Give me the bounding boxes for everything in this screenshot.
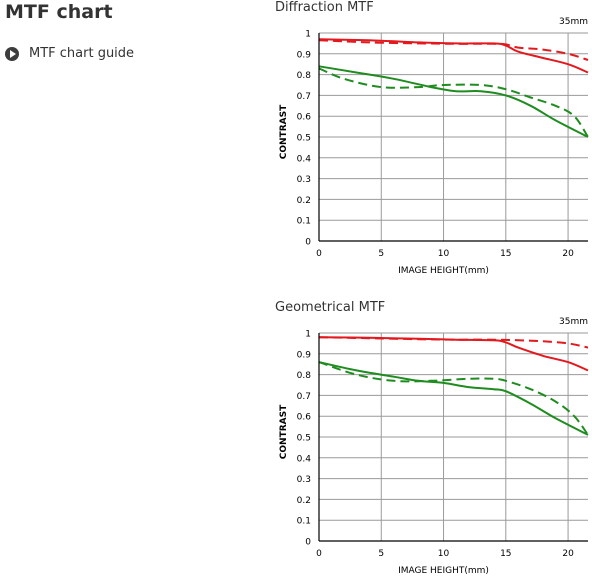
x-tick-label: 20 — [562, 549, 574, 559]
y-tick-label: 0 — [305, 538, 311, 548]
y-tick-label: 0.7 — [297, 92, 311, 102]
series-line-1 — [318, 39, 589, 61]
y-tick-label: 0.1 — [297, 517, 311, 527]
y-tick-label: 0.6 — [297, 413, 312, 423]
x-axis-label: IMAGE HEIGHT(mm) — [398, 266, 489, 276]
y-tick-label: 0.3 — [297, 175, 311, 185]
geometrical-mtf-chart: Geometrical MTF 0 0.1 0.2 0.3 0.4 0.5 0.6 0.7 0.… — [270, 300, 592, 584]
y-tick-label: 0.2 — [297, 196, 311, 206]
y-tick-label: 0.4 — [297, 454, 312, 464]
x-tick-label: 5 — [378, 549, 384, 559]
format-label: 35mm — [559, 317, 588, 327]
page-title: MTF chart — [5, 1, 113, 23]
x-axis-label: IMAGE HEIGHT(mm) — [398, 566, 489, 576]
series-line-3 — [318, 67, 589, 138]
series-line-1 — [318, 336, 589, 349]
y-tick-label: 0.9 — [297, 50, 312, 60]
y-tick-label: 0.2 — [297, 496, 311, 506]
y-axis-label: CONTRAST — [279, 404, 289, 459]
y-tick-label: 0.1 — [297, 217, 311, 227]
x-tick-label: 20 — [562, 249, 574, 259]
y-tick-label: 0.5 — [297, 134, 311, 144]
y-tick-label: 0 — [305, 238, 311, 248]
y-tick-label: 0.4 — [297, 154, 312, 164]
diffraction-mtf-chart: Diffraction MTF 0 0.1 0.2 0.3 0.4 0.5 0.6 0.7 0.… — [270, 0, 592, 290]
y-tick-label: 0.6 — [297, 113, 312, 123]
series-line-2 — [318, 361, 589, 436]
y-tick-label: 1 — [305, 30, 311, 40]
mtf-chart-guide-link[interactable]: MTF chart guide — [5, 46, 134, 61]
x-tick-label: 15 — [500, 249, 511, 259]
x-tick-label: 0 — [316, 249, 322, 259]
y-tick-label: 1 — [305, 330, 311, 340]
series-line-3 — [318, 361, 589, 436]
chart-title: Diffraction MTF — [275, 0, 374, 15]
y-axis-label: CONTRAST — [279, 104, 289, 159]
chart-svg: 00.10.20.30.40.50.60.70.80.910 5 10 15 20IMA… — [279, 317, 589, 576]
y-tick-label: 0.9 — [297, 350, 312, 360]
chart-svg: 00.10.20.30.40.50.60.70.80.910 5 10 15 20IMA… — [279, 17, 589, 276]
y-tick-label: 0.7 — [297, 392, 311, 402]
series-line-2 — [318, 65, 589, 138]
x-tick-label: 10 — [438, 249, 450, 259]
format-label: 35mm — [559, 17, 588, 27]
y-tick-label: 0.8 — [297, 71, 312, 81]
y-tick-label: 0.8 — [297, 371, 312, 381]
play-icon — [5, 46, 19, 61]
y-tick-label: 0.3 — [297, 475, 311, 485]
chart-title: Geometrical MTF — [275, 300, 386, 315]
x-tick-label: 15 — [500, 549, 511, 559]
x-tick-label: 10 — [438, 549, 450, 559]
x-tick-label: 5 — [378, 249, 384, 259]
y-tick-label: 0.5 — [297, 434, 311, 444]
guide-link-label: MTF chart guide — [29, 46, 135, 61]
x-tick-label: 0 — [316, 549, 322, 559]
